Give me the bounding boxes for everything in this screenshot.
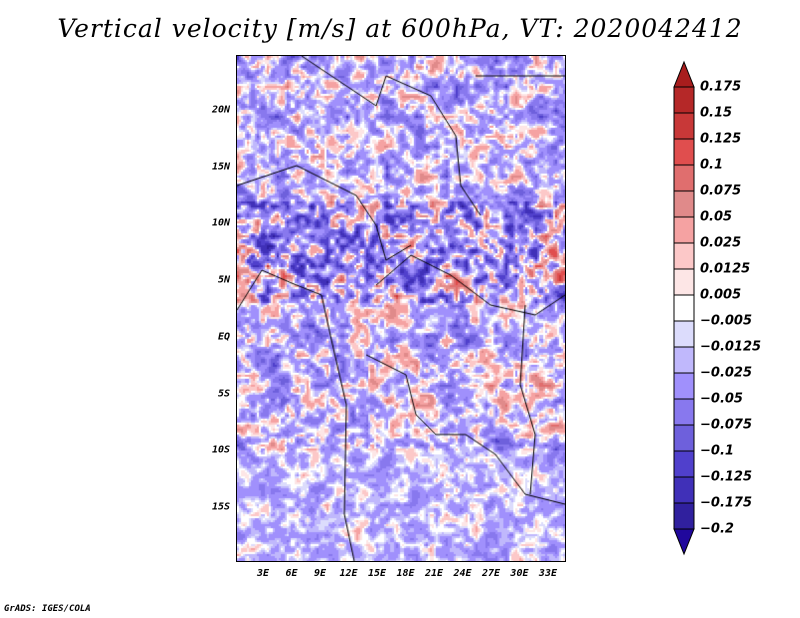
colorbar-box <box>673 242 695 270</box>
lat-label: 10N <box>211 217 230 229</box>
colorbar-box <box>673 86 695 114</box>
vertical-velocity-map <box>236 55 566 562</box>
colorbar-label: 0.125 <box>700 131 742 147</box>
plot-title: Vertical velocity [m/s] at 600hPa, VT: 2… <box>57 14 743 43</box>
lon-label: 33E <box>538 568 557 579</box>
colorbar-label: −0.075 <box>700 417 753 433</box>
lat-label: 5N <box>217 274 230 286</box>
lon-label: 27E <box>481 568 500 579</box>
colorbar-label: 0.075 <box>700 183 742 199</box>
lat-label: 5S <box>217 388 230 400</box>
colorbar-label: −0.0125 <box>700 339 762 355</box>
colorbar-box <box>673 424 695 452</box>
colorbar-box <box>673 346 695 374</box>
colorbar-box <box>673 398 695 426</box>
colorbar-box <box>673 112 695 140</box>
colorbar-box <box>673 476 695 504</box>
colorbar-bottom-arrow <box>673 528 695 556</box>
colorbar-label: −0.2 <box>700 521 734 537</box>
colorbar-label: 0.15 <box>700 105 733 121</box>
colorbar-label: −0.005 <box>700 313 753 329</box>
colorbar-label: 0.0125 <box>700 261 751 277</box>
lat-label: 10S <box>211 444 230 456</box>
colorbar-label: 0.025 <box>700 235 742 251</box>
colorbar-label: 0.05 <box>700 209 733 225</box>
colorbar-label: −0.125 <box>700 469 753 485</box>
lon-label: 18E <box>396 568 415 579</box>
colorbar-label: −0.175 <box>700 495 753 511</box>
lon-label: 15E <box>367 568 387 579</box>
lon-label: 24E <box>453 568 472 579</box>
colorbar-top-arrow <box>673 60 695 88</box>
lon-label: 3E <box>257 568 270 579</box>
colorbar-box <box>673 268 695 296</box>
colorbar-label: 0.175 <box>700 79 742 95</box>
lat-label: 15N <box>211 161 230 173</box>
lon-label: 12E <box>339 568 358 579</box>
colorbar-label: 0.1 <box>700 157 724 173</box>
colorbar-box <box>673 164 695 192</box>
colorbar-box <box>673 190 695 218</box>
lat-label: 15S <box>211 501 230 513</box>
colorbar-label: −0.025 <box>700 365 753 381</box>
lon-label: 6E <box>285 568 298 579</box>
lon-label: 9E <box>314 568 327 579</box>
lon-label: 30E <box>510 568 529 579</box>
colorbar-box <box>673 320 695 348</box>
colorbar <box>673 60 695 556</box>
colorbar-label: −0.1 <box>700 443 734 459</box>
lon-label: 21E <box>424 568 444 579</box>
lat-label: EQ <box>217 331 230 343</box>
colorbar-box <box>673 138 695 166</box>
lat-label: 20N <box>211 104 230 116</box>
colorbar-label: −0.05 <box>700 391 743 407</box>
colorbar-box <box>673 372 695 400</box>
grads-credit: GrADS: IGES/COLA <box>4 604 91 614</box>
colorbar-box <box>673 294 695 322</box>
colorbar-box <box>673 502 695 530</box>
colorbar-label: 0.005 <box>700 287 742 303</box>
colorbar-box <box>673 216 695 244</box>
colorbar-box <box>673 450 695 478</box>
